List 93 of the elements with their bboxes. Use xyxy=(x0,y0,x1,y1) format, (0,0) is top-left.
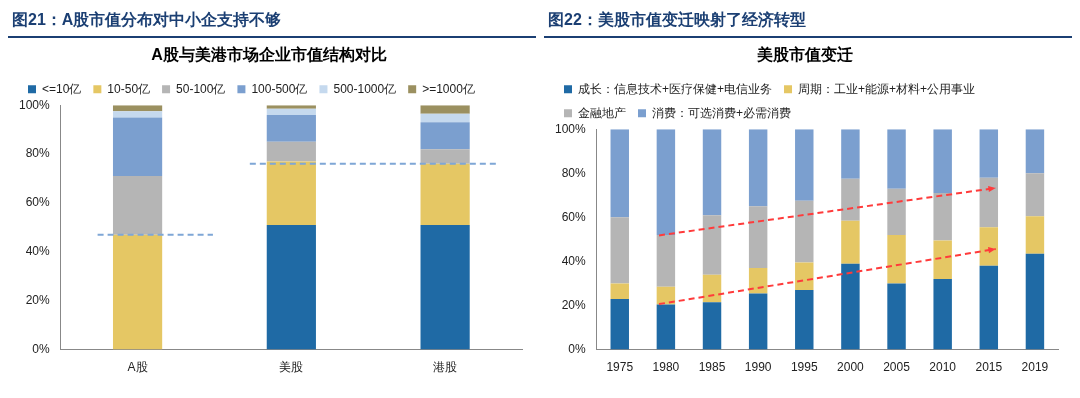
legend-label: 消费：可选消费+必需消费 xyxy=(652,105,792,120)
bar xyxy=(266,108,316,115)
bar xyxy=(887,283,906,350)
bar xyxy=(266,161,316,225)
bar xyxy=(656,304,676,350)
bar xyxy=(748,268,768,294)
bar xyxy=(979,177,999,228)
bar xyxy=(887,234,906,284)
bar xyxy=(887,188,906,235)
x-tick-label: 美股 xyxy=(279,360,304,375)
bar xyxy=(795,129,814,201)
bar xyxy=(841,129,860,179)
bar xyxy=(702,302,722,350)
chart-title: 图22：美股市值变迁映射了经济转型 xyxy=(544,8,1072,38)
bar xyxy=(610,298,629,350)
bar xyxy=(979,265,999,350)
x-tick-label: 港股 xyxy=(433,360,458,375)
bar xyxy=(112,111,163,118)
bar xyxy=(887,129,906,189)
y-tick-label: 60% xyxy=(561,209,587,224)
bar xyxy=(266,114,316,142)
chart-title: 图21：A股市值分布对中小企支持不够 xyxy=(8,8,536,38)
x-tick-label: 2005 xyxy=(883,360,911,375)
bar xyxy=(420,113,470,123)
x-tick-label: 1995 xyxy=(790,360,818,375)
y-tick-label: 80% xyxy=(561,165,587,180)
bar xyxy=(933,129,952,194)
bar xyxy=(420,149,470,164)
bar xyxy=(266,141,316,162)
y-tick-label: 40% xyxy=(561,253,587,268)
legend-label: 周期：工业+能源+材料+公用事业 xyxy=(798,81,976,96)
x-tick-label: 2019 xyxy=(1021,360,1049,375)
x-tick-label: 2000 xyxy=(837,360,865,375)
y-tick-label: 100% xyxy=(554,121,587,136)
legend-label: 成长：信息技术+医疗保健+电信业务 xyxy=(578,81,773,96)
bar xyxy=(841,220,860,264)
bar xyxy=(266,224,316,350)
bar xyxy=(1025,173,1045,217)
bar xyxy=(702,215,722,275)
bar xyxy=(656,234,676,287)
y-tick-label: 20% xyxy=(25,293,51,308)
x-tick-label: 1990 xyxy=(744,360,772,375)
bar xyxy=(420,163,470,225)
bar xyxy=(420,105,470,114)
bar xyxy=(656,129,676,235)
y-tick-label: 0% xyxy=(32,341,51,356)
y-tick-label: 60% xyxy=(25,195,51,210)
bar xyxy=(841,178,860,221)
bar xyxy=(420,224,470,350)
x-tick-label: 1975 xyxy=(606,360,634,375)
x-tick-label: 2015 xyxy=(975,360,1003,375)
legend-label: 100-500亿 xyxy=(251,81,308,96)
x-tick-label: 1985 xyxy=(698,360,726,375)
bar xyxy=(610,283,629,299)
bar xyxy=(795,200,814,263)
bar xyxy=(112,176,163,235)
bar xyxy=(112,234,163,350)
x-tick-label: 1980 xyxy=(652,360,680,375)
bar xyxy=(933,193,952,241)
legend-label: 500-1000亿 xyxy=(333,81,397,96)
legend-label: 金融地产 xyxy=(578,105,626,120)
y-tick-label: 0% xyxy=(568,341,587,356)
bar xyxy=(795,262,814,291)
y-tick-label: 80% xyxy=(25,146,51,161)
chart-subtitle: A股与美港市场企业市值结构对比 xyxy=(151,45,387,64)
y-tick-label: 20% xyxy=(561,297,587,312)
legend-label: 10-50亿 xyxy=(107,81,151,96)
bar xyxy=(1025,253,1045,350)
bar xyxy=(702,274,722,303)
bar xyxy=(702,129,722,216)
bar xyxy=(933,240,952,280)
bar xyxy=(748,129,768,207)
bar xyxy=(610,217,629,284)
chart-subtitle: 美股市值变迁 xyxy=(756,45,853,64)
bar xyxy=(1025,129,1045,174)
x-tick-label: A股 xyxy=(127,360,148,375)
legend-label: <=10亿 xyxy=(42,81,82,96)
bar xyxy=(1025,216,1045,254)
x-tick-label: 2010 xyxy=(929,360,957,375)
bar xyxy=(420,122,470,150)
bar xyxy=(112,117,163,177)
bar xyxy=(979,129,999,178)
bar xyxy=(933,279,952,350)
y-tick-label: 40% xyxy=(25,244,51,259)
bar xyxy=(841,263,860,350)
bar xyxy=(748,206,768,269)
y-tick-label: 100% xyxy=(18,97,51,112)
bar xyxy=(795,290,814,350)
legend-label: 50-100亿 xyxy=(176,81,226,96)
bar xyxy=(610,129,629,218)
bar xyxy=(748,293,768,350)
bar xyxy=(979,227,999,266)
legend-label: >=1000亿 xyxy=(422,81,475,96)
